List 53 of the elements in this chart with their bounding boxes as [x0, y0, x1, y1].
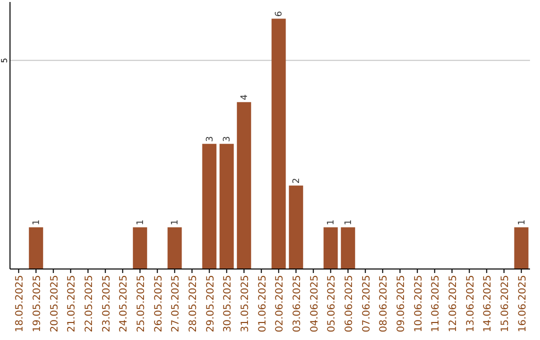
bar [220, 144, 234, 269]
x-tick-label: 20.05.2025 [49, 275, 60, 332]
x-tick-label: 23.05.2025 [101, 275, 112, 332]
x-tick-label: 21.05.2025 [66, 275, 78, 332]
bar [28, 227, 44, 269]
bar [340, 227, 356, 269]
bar [514, 227, 528, 269]
y-tick-label: 5 [0, 58, 9, 63]
x-tick-label: 14.06.2025 [482, 275, 494, 332]
x-tick-label: 25.05.2025 [136, 275, 147, 332]
data-label: 1 [517, 220, 528, 226]
data-label: 1 [136, 220, 146, 226]
bar [288, 186, 304, 269]
x-tick-label: 03.06.2025 [292, 275, 303, 332]
x-tick-label: 07.06.2025 [361, 275, 372, 332]
x-tick-label: 10.06.2025 [413, 275, 424, 332]
bar [202, 144, 216, 269]
x-tick-label: 13.06.2025 [465, 275, 476, 332]
x-tick-label: 01.06.2025 [257, 275, 268, 332]
x-tick-label: 16.06.2025 [517, 275, 528, 332]
bar [324, 227, 338, 269]
data-label: 2 [292, 178, 302, 184]
bar [132, 227, 148, 269]
x-tick-label: 09.06.2025 [396, 275, 407, 332]
data-label: 3 [222, 136, 233, 142]
x-tick-label: 22.05.2025 [84, 275, 95, 332]
data-label: 1 [326, 220, 337, 226]
data-label: 1 [32, 220, 42, 226]
x-tick-label: 30.05.2025 [222, 275, 234, 332]
x-tick-label: 06.06.2025 [344, 275, 355, 332]
x-tick-label: 11.06.2025 [430, 275, 442, 332]
x-tick-label: 24.05.2025 [118, 275, 130, 332]
x-tick-label: 19.05.2025 [32, 275, 43, 332]
x-tick-label: 08.06.2025 [378, 275, 390, 332]
x-tick-label: 31.05.2025 [240, 275, 251, 332]
bar [272, 18, 286, 269]
x-tick-label: 05.06.2025 [326, 275, 338, 332]
data-label: 1 [344, 220, 354, 226]
x-tick-label: 15.06.2025 [500, 275, 511, 332]
data-label: 3 [205, 136, 216, 142]
x-tick-label: 29.05.2025 [205, 275, 216, 332]
data-label: 4 [240, 94, 250, 100]
bar [236, 102, 252, 269]
x-tick-label: 28.05.2025 [188, 275, 199, 332]
data-label: 6 [274, 10, 285, 17]
x-tick-label: 02.06.2025 [274, 275, 286, 332]
x-tick-label: 18.05.2025 [14, 275, 26, 332]
x-tick-label: 27.05.2025 [170, 275, 182, 332]
bar [168, 227, 182, 269]
x-tick-label: 12.06.2025 [448, 275, 459, 332]
data-label: 1 [170, 220, 181, 226]
x-tick-label: 04.06.2025 [309, 275, 320, 332]
x-tick-label: 26.05.2025 [153, 275, 164, 332]
